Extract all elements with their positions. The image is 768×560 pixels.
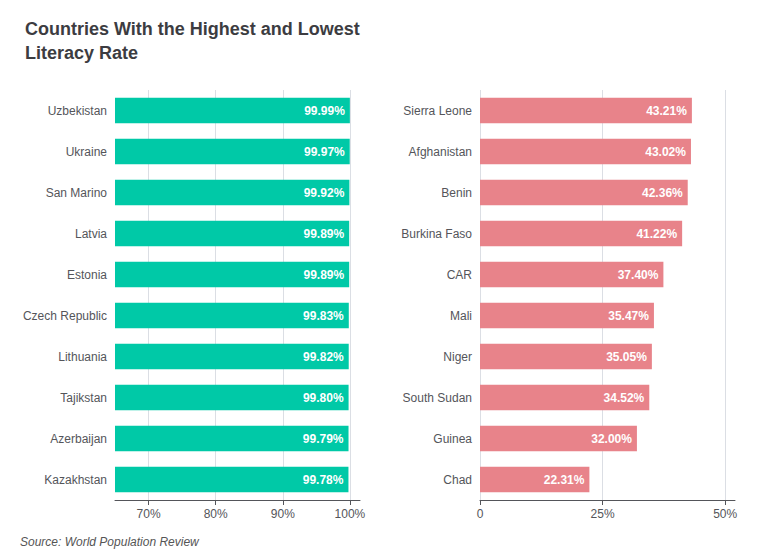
svg-text:San Marino: San Marino <box>46 186 108 200</box>
svg-text:50%: 50% <box>713 507 737 521</box>
svg-text:CAR: CAR <box>447 268 473 282</box>
svg-text:99.83%: 99.83% <box>303 309 344 323</box>
svg-text:43.21%: 43.21% <box>646 104 687 118</box>
svg-text:Benin: Benin <box>441 186 472 200</box>
svg-text:Azerbaijan: Azerbaijan <box>50 432 107 446</box>
svg-text:100%: 100% <box>335 507 366 521</box>
svg-text:35.05%: 35.05% <box>606 350 647 364</box>
svg-text:Sierra Leone: Sierra Leone <box>403 104 472 118</box>
svg-text:South Sudan: South Sudan <box>403 391 472 405</box>
svg-text:Tajikstan: Tajikstan <box>60 391 107 405</box>
svg-text:Estonia: Estonia <box>67 268 107 282</box>
svg-text:Guinea: Guinea <box>433 432 472 446</box>
svg-text:Afghanistan: Afghanistan <box>409 145 472 159</box>
svg-text:99.99%: 99.99% <box>304 104 345 118</box>
svg-text:34.52%: 34.52% <box>604 391 645 405</box>
svg-text:Source: World Population Revie: Source: World Population Review <box>20 535 200 549</box>
svg-text:0: 0 <box>477 507 484 521</box>
svg-text:37.40%: 37.40% <box>618 268 659 282</box>
svg-text:70%: 70% <box>137 507 161 521</box>
svg-text:90%: 90% <box>271 507 295 521</box>
svg-text:99.79%: 99.79% <box>303 432 344 446</box>
svg-text:99.89%: 99.89% <box>303 268 344 282</box>
svg-text:99.78%: 99.78% <box>303 473 344 487</box>
svg-text:Kazakhstan: Kazakhstan <box>44 473 107 487</box>
svg-text:80%: 80% <box>204 507 228 521</box>
svg-text:Literacy Rate: Literacy Rate <box>25 43 138 63</box>
svg-text:32.00%: 32.00% <box>591 432 632 446</box>
svg-text:Burkina Faso: Burkina Faso <box>401 227 472 241</box>
svg-text:Niger: Niger <box>443 350 472 364</box>
svg-text:41.22%: 41.22% <box>636 227 677 241</box>
svg-text:99.80%: 99.80% <box>303 391 344 405</box>
svg-text:99.82%: 99.82% <box>303 350 344 364</box>
svg-text:25%: 25% <box>591 507 615 521</box>
svg-text:Ukraine: Ukraine <box>66 145 108 159</box>
svg-text:Czech Republic: Czech Republic <box>23 309 107 323</box>
svg-text:Lithuania: Lithuania <box>58 350 107 364</box>
svg-text:Countries With the Highest and: Countries With the Highest and Lowest <box>25 19 360 39</box>
svg-text:99.97%: 99.97% <box>304 145 345 159</box>
svg-text:99.89%: 99.89% <box>303 227 344 241</box>
svg-text:35.47%: 35.47% <box>608 309 649 323</box>
svg-text:42.36%: 42.36% <box>642 186 683 200</box>
svg-text:43.02%: 43.02% <box>645 145 686 159</box>
svg-text:99.92%: 99.92% <box>304 186 345 200</box>
svg-text:Latvia: Latvia <box>75 227 107 241</box>
svg-text:22.31%: 22.31% <box>544 473 585 487</box>
svg-text:Chad: Chad <box>443 473 472 487</box>
svg-text:Uzbekistan: Uzbekistan <box>48 104 107 118</box>
svg-text:Mali: Mali <box>450 309 472 323</box>
